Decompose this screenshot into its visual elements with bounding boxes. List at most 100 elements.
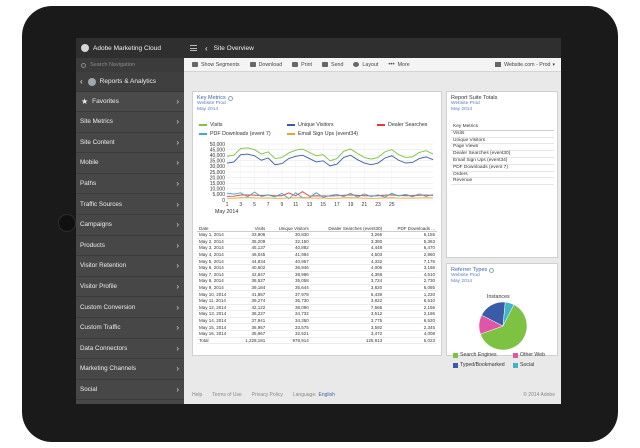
- legend-item[interactable]: Visits: [199, 122, 223, 128]
- sidebar-item[interactable]: Visitor Profile ›: [76, 277, 184, 298]
- show-segments-button[interactable]: Show Segments: [192, 62, 240, 68]
- table-cell: 1,228,181: [236, 336, 268, 345]
- info-icon[interactable]: [489, 267, 495, 273]
- table-row: May 2, 2014 35,209 32,150 3,380 5,363: [197, 238, 437, 246]
- menu-icon[interactable]: [190, 45, 197, 51]
- key-metrics-table: Date Visits Unique Visitors Dealer Searches…: [197, 225, 437, 345]
- language-link[interactable]: English: [318, 392, 335, 398]
- layout-icon: [353, 62, 360, 67]
- y-tick-label: 15,000: [210, 181, 226, 187]
- y-tick-label: 5,000: [212, 192, 225, 198]
- table-row: May 13, 2014 38,227 34,732 3,512 2,186: [197, 310, 437, 318]
- column-header[interactable]: Date: [197, 225, 237, 232]
- table-cell: 3,820: [310, 284, 385, 292]
- brand-header: Adobe Marketing Cloud: [76, 38, 184, 58]
- y-tick-label: 25,000: [210, 170, 226, 176]
- table-cell: 3,822: [310, 297, 385, 305]
- back-icon[interactable]: ‹: [205, 43, 208, 53]
- panel-suite: Website Prod: [197, 101, 226, 106]
- privacy-link[interactable]: Privacy Policy: [251, 392, 283, 398]
- language-label: Language:: [292, 392, 317, 398]
- key-metrics-title: Key Metrics: [197, 95, 226, 101]
- table-cell: 34,732: [267, 310, 311, 318]
- column-header[interactable]: PDF Downloads ...: [384, 225, 437, 232]
- legend-swatch: [199, 133, 207, 135]
- search-input[interactable]: Search Navigation: [90, 62, 135, 68]
- chevron-right-icon: ›: [176, 282, 179, 292]
- table-cell: 4,510: [384, 271, 437, 279]
- table-cell: May 5, 2014: [197, 257, 237, 265]
- pie-legend-item[interactable]: Search Engines: [453, 352, 497, 358]
- sidebar-item[interactable]: Visitor Retention ›: [76, 256, 184, 277]
- pie-slice[interactable]: [502, 301, 515, 327]
- download-button[interactable]: Download: [249, 62, 282, 68]
- sidebar-section-header[interactable]: ‹ Reports & Analytics: [76, 72, 184, 92]
- y-tick-label: 50,000: [210, 142, 226, 148]
- panel-suite: Website Prod: [451, 101, 480, 106]
- table-cell: 4,503: [310, 251, 385, 259]
- layout-button[interactable]: Layout: [353, 62, 378, 68]
- sidebar-item[interactable]: Products ›: [76, 236, 184, 257]
- pie-slice[interactable]: [480, 304, 528, 351]
- column-header[interactable]: Dealer Searches (event30): [310, 225, 385, 232]
- pie-legend-item[interactable]: Other Web: [513, 352, 545, 358]
- sidebar-item[interactable]: Site Metrics ›: [76, 112, 184, 133]
- more-icon: •••: [388, 62, 395, 68]
- legend-item[interactable]: Dealer Searches: [377, 122, 427, 128]
- sidebar-item-favorites[interactable]: ★ Favorites ›: [76, 92, 184, 112]
- legend-label: Other Web: [520, 352, 545, 358]
- legend-swatch: [199, 124, 207, 126]
- pie-legend-item[interactable]: Social: [513, 362, 534, 368]
- column-header[interactable]: Visits: [236, 225, 268, 232]
- sidebar-item[interactable]: Campaigns ›: [76, 215, 184, 236]
- panel-title: Report Suite Totals: [447, 92, 557, 101]
- info-icon[interactable]: [227, 95, 233, 101]
- chevron-left-icon[interactable]: ‹: [80, 77, 83, 86]
- sidebar-item[interactable]: Social ›: [76, 380, 184, 401]
- legend-item[interactable]: PDF Downloads (event 7): [199, 131, 271, 137]
- table-cell: 32,521: [267, 330, 311, 338]
- report-suite-selector[interactable]: Website.com - Prod ▾: [495, 62, 555, 68]
- series-line: [226, 147, 434, 162]
- table-total-row: Total 1,228,181 978,914 125,913 5,023: [197, 336, 437, 345]
- search-navigation[interactable]: Search Navigation: [76, 58, 184, 72]
- legend-label: Search Engines: [460, 352, 497, 358]
- table-row: May 7, 2014 42,847 38,996 4,368 4,510: [197, 271, 437, 279]
- footer: Help Terms of Use Privacy Policy Languag…: [184, 386, 561, 404]
- x-tick-label: 25: [389, 202, 395, 208]
- print-button[interactable]: Print: [292, 62, 312, 68]
- sidebar-item[interactable]: Custom Conversion ›: [76, 297, 184, 318]
- table-cell: 35,644: [267, 284, 311, 292]
- suite-label: Website.com - Prod: [504, 61, 551, 68]
- home-button[interactable]: [58, 214, 76, 232]
- x-tick-label: 3: [239, 202, 242, 208]
- legend-item[interactable]: Email Sign Ups (event34): [287, 131, 358, 137]
- column-header[interactable]: Unique Visitors: [267, 225, 311, 232]
- x-tick-label: 23: [375, 202, 381, 208]
- x-tick-label: 15: [320, 202, 326, 208]
- chevron-right-icon: ›: [176, 364, 179, 374]
- terms-link[interactable]: Terms of Use: [212, 392, 242, 398]
- pie-legend-item[interactable]: Typed/Bookmarked: [453, 362, 505, 368]
- sidebar-item-label: Marketing Channels: [80, 365, 137, 373]
- send-label: Send: [331, 61, 344, 68]
- table-row: May 4, 2014 46,045 41,994 4,503 2,860: [197, 251, 437, 259]
- send-button[interactable]: Send: [322, 62, 343, 68]
- table-cell: May 8, 2014: [197, 277, 237, 285]
- chevron-down-icon: ▾: [552, 61, 555, 68]
- sidebar-item[interactable]: Mobile ›: [76, 153, 184, 174]
- sidebar-item[interactable]: Marketing Channels ›: [76, 359, 184, 380]
- sidebar-item[interactable]: Site Content ›: [76, 133, 184, 154]
- search-icon: [81, 62, 86, 68]
- y-tick-label: 0: [222, 198, 225, 204]
- sidebar-item[interactable]: Traffic Sources ›: [76, 194, 184, 215]
- more-button[interactable]: ••• More: [388, 62, 409, 69]
- panel-date: May 2014: [451, 279, 473, 284]
- legend-item[interactable]: Unique Visitors: [287, 122, 334, 128]
- sidebar-item[interactable]: Paths ›: [76, 174, 184, 195]
- sidebar-item[interactable]: Data Connectors ›: [76, 339, 184, 360]
- help-link[interactable]: Help: [192, 392, 203, 398]
- table-cell: 6,470: [384, 244, 437, 252]
- sidebar-item[interactable]: Custom Traffic ›: [76, 318, 184, 339]
- series-line: [226, 197, 434, 199]
